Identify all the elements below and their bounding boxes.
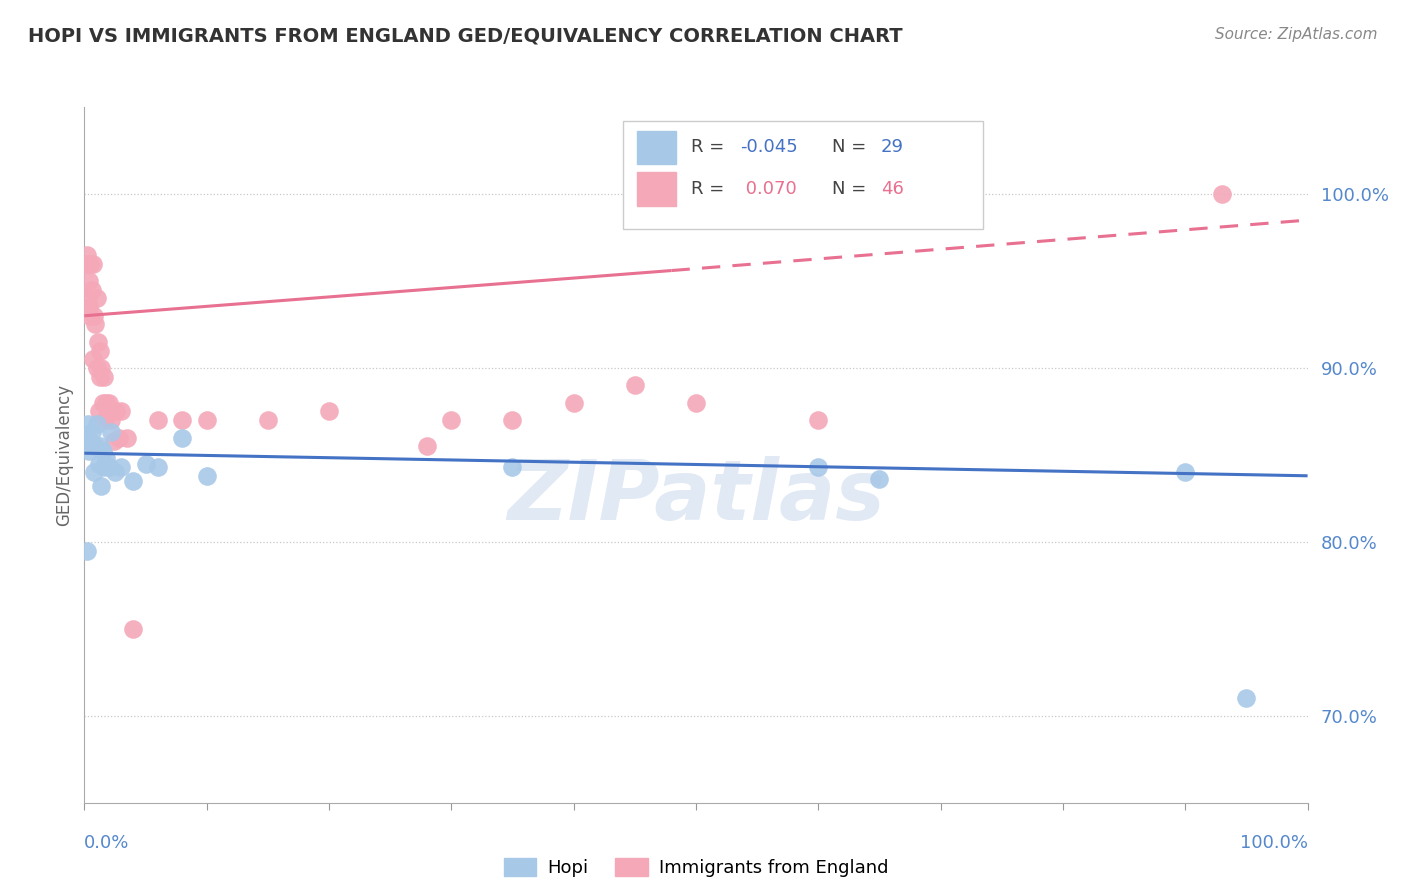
Point — [75, 256, 97, 270]
Point — [562, 395, 585, 409]
Point — [122, 622, 145, 636]
Point — [82, 352, 104, 367]
Point — [87, 334, 110, 349]
Point — [135, 457, 157, 471]
Point — [110, 460, 132, 475]
Text: HOPI VS IMMIGRANTS FROM ENGLAND GED/EQUIVALENCY CORRELATION CHART: HOPI VS IMMIGRANTS FROM ENGLAND GED/EQUI… — [28, 27, 903, 45]
Text: R =: R = — [692, 180, 735, 198]
Point — [79, 256, 101, 270]
Point — [87, 404, 110, 418]
Point — [869, 472, 891, 486]
Point — [77, 300, 100, 314]
Point — [416, 439, 439, 453]
Point — [257, 413, 280, 427]
Point — [96, 451, 118, 466]
Point — [107, 430, 129, 444]
Point — [146, 460, 169, 475]
Text: 29: 29 — [880, 138, 904, 156]
Point — [172, 413, 194, 427]
Text: 100.0%: 100.0% — [1240, 834, 1308, 852]
Point — [1236, 691, 1258, 706]
Point — [115, 430, 138, 444]
Point — [100, 425, 122, 440]
Point — [97, 395, 120, 409]
Bar — [637, 172, 676, 206]
Text: N =: N = — [832, 180, 872, 198]
Point — [624, 378, 647, 392]
Point — [100, 413, 122, 427]
Point — [91, 444, 114, 458]
Point — [86, 291, 108, 305]
Point — [86, 360, 108, 375]
Point — [105, 404, 128, 418]
Point — [93, 460, 115, 475]
Point — [93, 369, 115, 384]
Point — [89, 439, 111, 453]
Point — [77, 291, 100, 305]
Point — [96, 395, 118, 409]
Point — [146, 413, 169, 427]
Point — [110, 404, 132, 418]
Point — [172, 430, 194, 444]
Point — [90, 360, 112, 375]
Text: 46: 46 — [880, 180, 904, 198]
Text: ZIPatlas: ZIPatlas — [508, 456, 884, 537]
Point — [195, 413, 218, 427]
Point — [76, 543, 98, 558]
Bar — [637, 131, 676, 164]
Point — [440, 413, 463, 427]
Text: N =: N = — [832, 138, 872, 156]
Point — [502, 413, 524, 427]
Legend: Hopi, Immigrants from England: Hopi, Immigrants from England — [496, 850, 896, 884]
Point — [77, 274, 100, 288]
Point — [89, 369, 111, 384]
Point — [94, 413, 117, 427]
Point — [84, 318, 107, 332]
Text: 0.070: 0.070 — [740, 180, 797, 198]
Point — [77, 417, 100, 431]
Point — [91, 395, 114, 409]
Point — [1211, 186, 1233, 201]
Point — [87, 457, 110, 471]
Y-axis label: GED/Equivalency: GED/Equivalency — [55, 384, 73, 526]
Point — [1174, 465, 1197, 479]
Point — [86, 417, 108, 431]
Text: -0.045: -0.045 — [740, 138, 797, 156]
Point — [83, 309, 105, 323]
Point — [80, 425, 103, 440]
Text: R =: R = — [692, 138, 730, 156]
Point — [82, 437, 104, 451]
Text: Source: ZipAtlas.com: Source: ZipAtlas.com — [1215, 27, 1378, 42]
Point — [318, 404, 340, 418]
Point — [89, 343, 111, 358]
Text: 0.0%: 0.0% — [84, 834, 129, 852]
Point — [77, 256, 100, 270]
Point — [103, 434, 125, 448]
Point — [84, 439, 107, 453]
Point — [80, 283, 103, 297]
Point — [122, 474, 145, 488]
Point — [97, 460, 120, 475]
Point — [79, 434, 101, 448]
Point — [807, 460, 830, 475]
FancyBboxPatch shape — [623, 121, 983, 229]
Point — [77, 444, 100, 458]
Point — [82, 256, 104, 270]
Point — [76, 248, 98, 262]
Point — [97, 404, 120, 418]
Point — [79, 309, 101, 323]
Point — [807, 413, 830, 427]
Point — [83, 465, 105, 479]
Point — [104, 465, 127, 479]
Point — [502, 460, 524, 475]
Point — [90, 479, 112, 493]
Point — [195, 468, 218, 483]
Point — [685, 395, 707, 409]
